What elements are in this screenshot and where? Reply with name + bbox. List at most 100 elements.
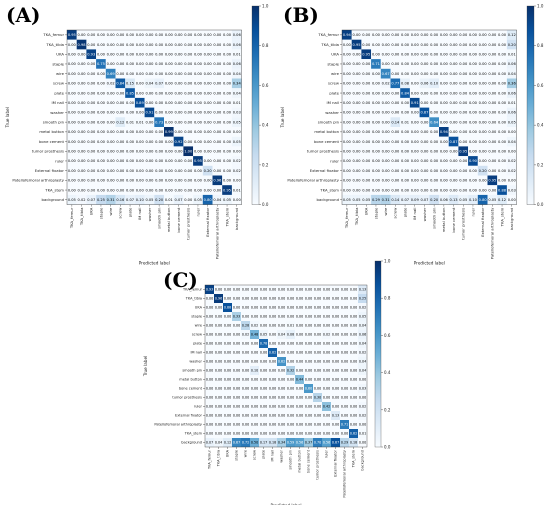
heatmap-cell <box>331 312 341 322</box>
cell-value-label: 0.00 <box>450 150 459 154</box>
heatmap-cell <box>193 117 203 128</box>
cell-value-label: 0.00 <box>332 405 339 409</box>
x-tick-label: ruler <box>195 207 200 216</box>
heatmap-cell <box>286 366 296 376</box>
cell-value-label: 0.00 <box>479 150 488 154</box>
heatmap-cell <box>331 294 341 304</box>
heatmap-cell <box>295 411 305 421</box>
heatmap-cell <box>183 165 194 176</box>
heatmap-cell <box>331 303 341 313</box>
cell-value-label: 0.00 <box>204 111 213 115</box>
heatmap-cell <box>497 88 507 98</box>
cell-value-label: 0.14 <box>391 198 400 202</box>
heatmap-cell <box>183 146 194 157</box>
heatmap-cell <box>154 117 165 128</box>
heatmap-cell <box>214 438 224 448</box>
cell-value-label: 0.02 <box>233 159 241 163</box>
cell-value-label: 0.05 <box>488 198 496 202</box>
colorbar-tick-label: 0.6 <box>384 333 391 338</box>
heatmap-cell <box>361 39 372 50</box>
heatmap-cell <box>429 49 440 60</box>
cell-value-label: 0.00 <box>206 423 213 427</box>
heatmap-cell <box>67 165 77 176</box>
cell-value-label: 0.00 <box>136 111 145 115</box>
cell-value-label: 0.00 <box>165 111 174 115</box>
cell-value-label: 0.00 <box>204 120 213 124</box>
heatmap-cell <box>409 68 420 79</box>
cell-value-label: 0.06 <box>508 62 517 66</box>
heatmap-cell <box>222 30 232 40</box>
cell-value-label: 0.00 <box>251 405 258 409</box>
cell-value-label: 0.00 <box>136 33 145 37</box>
heatmap-cell <box>164 185 174 195</box>
cell-value-label: 0.04 <box>233 72 242 76</box>
cell-value-label: 0.00 <box>411 120 420 124</box>
cell-value-label: 0.00 <box>278 432 285 436</box>
cell-value-label: 0.00 <box>233 369 240 373</box>
heatmap-cell <box>361 68 372 79</box>
heatmap-cell <box>134 136 145 147</box>
cell-value-label: 0.00 <box>97 159 106 163</box>
cell-value-label: 0.00 <box>341 405 348 409</box>
cell-value-label: 0.00 <box>469 91 478 95</box>
cell-value-label: 0.00 <box>204 140 213 144</box>
heatmap-cell <box>86 127 97 137</box>
cell-value-label: 0.00 <box>278 288 285 292</box>
heatmap-cell <box>295 294 305 304</box>
cell-value-label: 0.00 <box>420 169 429 173</box>
heatmap-cell <box>468 175 478 186</box>
heatmap-cell <box>223 375 233 385</box>
cell-value-label: 0.00 <box>233 351 240 355</box>
heatmap-cell <box>134 68 145 79</box>
x-tick-label: smooth pin <box>289 450 293 470</box>
cell-value-label: 0.00 <box>459 43 468 47</box>
cell-value-label: 0.02 <box>359 306 366 310</box>
cell-value-label: 0.04 <box>359 369 366 373</box>
cell-value-label: 0.00 <box>420 179 429 183</box>
cell-value-label: 0.00 <box>136 130 145 134</box>
cell-value-label: 0.00 <box>305 297 312 301</box>
cell-value-label: 0.00 <box>343 120 352 124</box>
heatmap-cell <box>351 136 362 147</box>
heatmap-cell <box>358 357 368 367</box>
cell-value-label: 0.00 <box>314 432 321 436</box>
cell-value-label: 0.00 <box>323 423 330 427</box>
heatmap-cell <box>409 127 420 137</box>
heatmap-cell <box>497 127 507 137</box>
cell-value-label: 0.00 <box>350 288 357 292</box>
x-tick-label: tumor prosthesis <box>186 208 191 240</box>
cell-value-label: 0.00 <box>223 33 232 37</box>
cell-value-label: 0.00 <box>215 432 222 436</box>
cell-value-label: 0.00 <box>332 342 339 346</box>
cell-value-label: 0.00 <box>206 396 213 400</box>
heatmap-cell <box>205 366 215 376</box>
heatmap-cell <box>223 339 233 349</box>
heatmap-cell <box>250 303 260 313</box>
heatmap-cell <box>468 39 478 50</box>
heatmap-cell <box>322 366 332 376</box>
heatmap-cell <box>241 330 251 340</box>
heatmap-cell <box>419 185 430 195</box>
heatmap-cell <box>241 294 251 304</box>
cell-value-label: 0.00 <box>323 324 330 328</box>
heatmap-cell <box>232 420 242 430</box>
cell-value-label: 0.00 <box>362 101 371 105</box>
heatmap-cell <box>349 339 359 349</box>
cell-value-label: 0.00 <box>165 120 174 124</box>
y-tick-label: washer <box>189 360 202 364</box>
heatmap-cell <box>76 107 87 118</box>
heatmap-cell <box>497 59 507 69</box>
heatmap-cell <box>277 294 287 304</box>
heatmap-cell <box>202 78 213 89</box>
heatmap-cell <box>351 88 362 98</box>
cell-value-label: 0.00 <box>469 82 478 86</box>
heatmap-cell <box>134 78 145 89</box>
cell-value-label: 0.00 <box>278 315 285 319</box>
colorbar-tick-label: 0.8 <box>384 296 391 301</box>
cell-value-label: 0.00 <box>343 179 352 183</box>
heatmap-cell <box>477 165 488 176</box>
heatmap-cell <box>331 348 341 358</box>
heatmap-cell <box>487 88 498 98</box>
cell-value-label: 0.00 <box>68 120 77 124</box>
heatmap-cell <box>214 348 224 358</box>
